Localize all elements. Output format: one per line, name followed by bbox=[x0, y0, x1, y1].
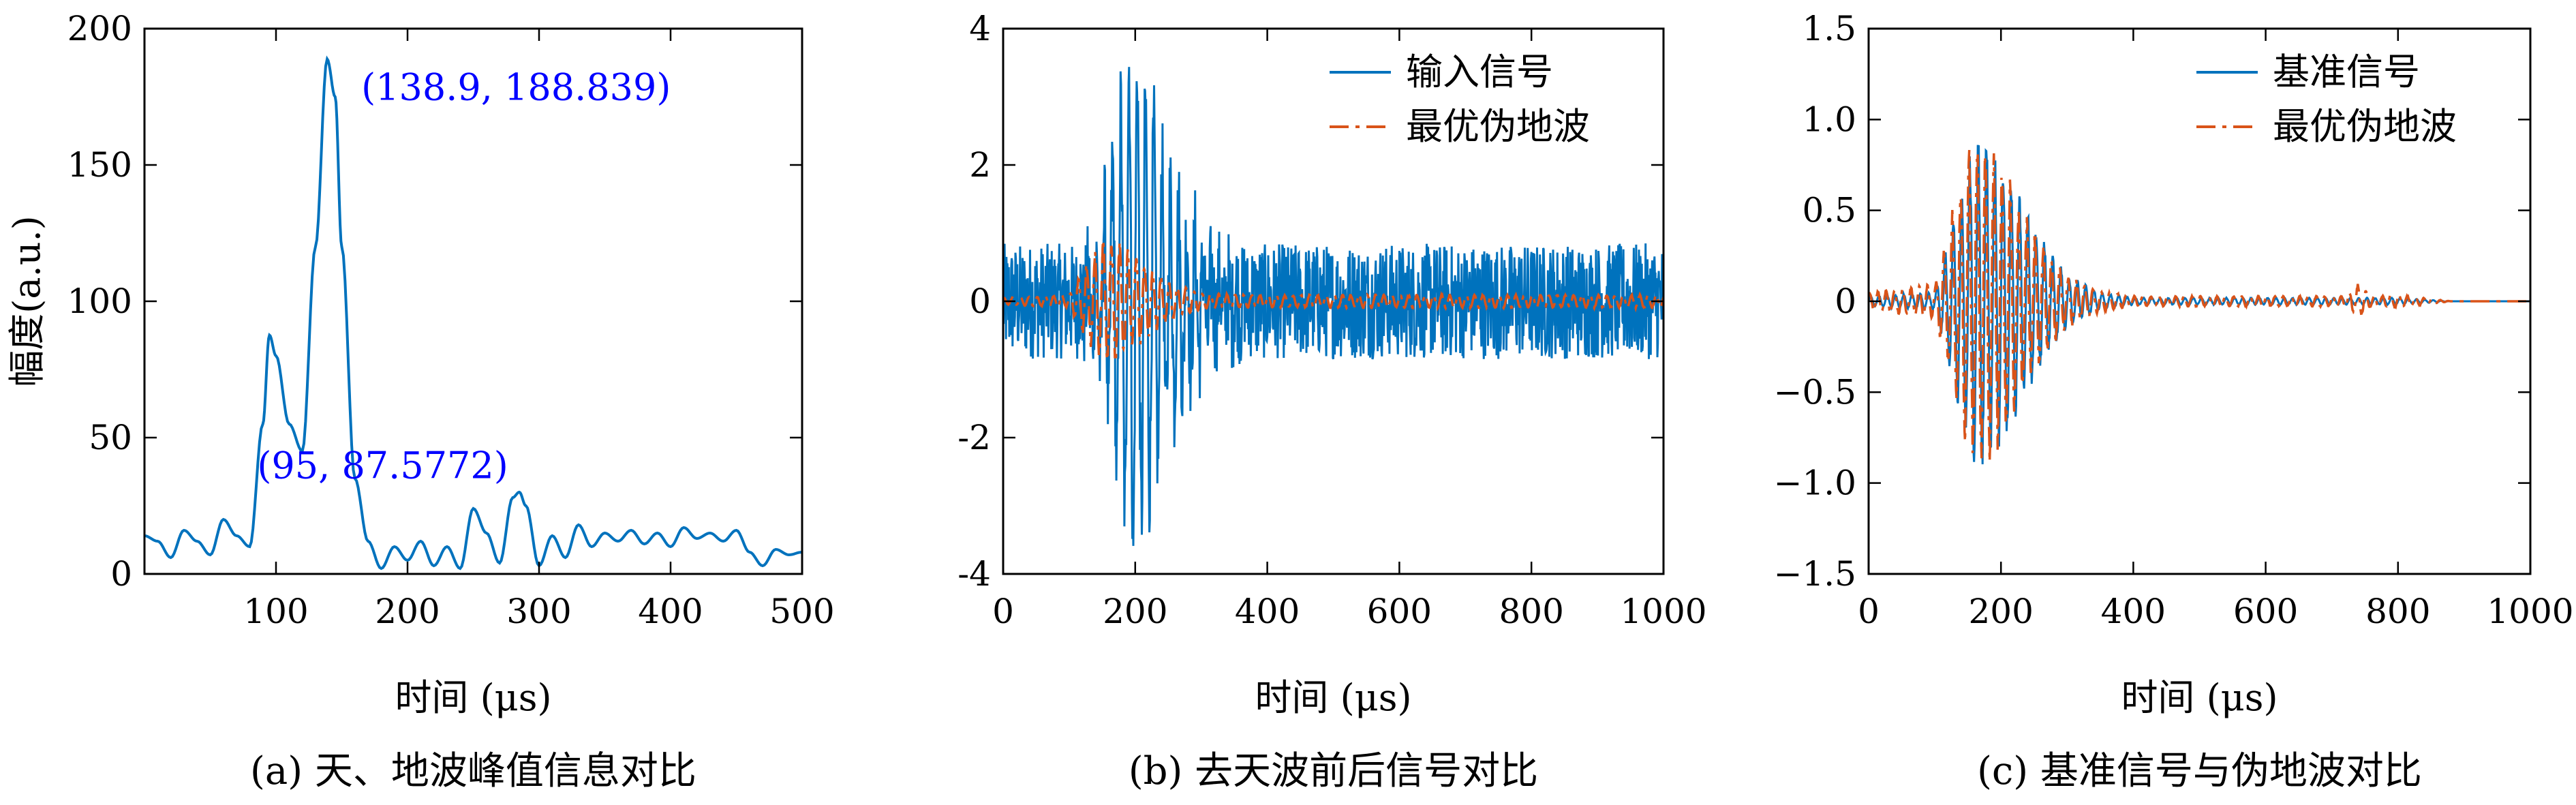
y-tick-label: 200 bbox=[67, 9, 132, 48]
x-tick-label: 0 bbox=[992, 592, 1014, 631]
series-line-1 bbox=[1003, 67, 1663, 546]
x-tick-label: 0 bbox=[1858, 592, 1880, 631]
x-tick-label: 200 bbox=[1968, 592, 2033, 631]
y-tick-label: −1.0 bbox=[1774, 464, 1856, 503]
x-tick-label: 1000 bbox=[2487, 592, 2573, 631]
x-tick-label: 800 bbox=[2365, 592, 2430, 631]
y-tick-label: 0 bbox=[110, 554, 132, 594]
x-tick-label: 400 bbox=[638, 592, 703, 631]
chart-panel-2: 0 200 400 600 800 1000 -4 -2 0 2 4 时间 (μs) (b) 去天波前后… bbox=[957, 9, 1706, 793]
series-line-2 bbox=[1003, 240, 1663, 362]
y-tick-label: 2 bbox=[969, 145, 991, 185]
x-tick-label: 500 bbox=[769, 592, 834, 631]
y-tick-label: 100 bbox=[67, 282, 132, 321]
chart-caption: (b) 去天波前后信号对比 bbox=[1129, 749, 1538, 793]
x-axis-label: 时间 (μs) bbox=[2121, 676, 2278, 719]
y-tick-label: −0.5 bbox=[1774, 372, 1856, 412]
x-axis-label: 时间 (μs) bbox=[395, 676, 551, 719]
peak-annotation: (138.9, 188.839) bbox=[361, 66, 671, 109]
x-tick-label: 200 bbox=[1103, 592, 1167, 631]
chart-panel-1: 100 200 300 400 500 0 50 100 150 200 时间 (μs) 幅度(a.u… bbox=[5, 9, 835, 793]
y-tick-label: 1.5 bbox=[1802, 9, 1856, 48]
y-tick-label: 0 bbox=[969, 282, 991, 321]
series-line-2 bbox=[1869, 150, 2530, 462]
y-tick-label: 0 bbox=[1835, 282, 1856, 321]
y-tick-label: -4 bbox=[957, 554, 991, 594]
plot-area bbox=[144, 55, 802, 571]
legend-label: 最优伪地波 bbox=[2273, 105, 2457, 148]
legend-label: 输入信号 bbox=[1406, 50, 1553, 93]
x-tick-label: 300 bbox=[506, 592, 571, 631]
y-tick-label: 150 bbox=[67, 145, 132, 185]
plot-area bbox=[1003, 67, 1663, 546]
axes-box bbox=[143, 27, 803, 575]
x-axis-label: 时间 (μs) bbox=[1255, 676, 1411, 719]
plot-area bbox=[1869, 145, 2530, 465]
x-tick-label: 600 bbox=[1367, 592, 1432, 631]
x-tick-label: 1000 bbox=[1620, 592, 1706, 631]
x-tick-label: 800 bbox=[1499, 592, 1563, 631]
chart-caption: (c) 基准信号与伪地波对比 bbox=[1977, 749, 2422, 793]
x-tick-label: 200 bbox=[375, 592, 440, 631]
y-tick-label: 1.0 bbox=[1802, 100, 1856, 139]
legend-label: 基准信号 bbox=[2273, 50, 2420, 93]
x-tick-label: 600 bbox=[2233, 592, 2298, 631]
chart-caption: (a) 天、地波峰值信息对比 bbox=[250, 749, 696, 793]
y-axis-label: 幅度(a.u.) bbox=[5, 215, 48, 386]
series-line-1 bbox=[144, 55, 802, 571]
x-tick-label: 400 bbox=[2101, 592, 2166, 631]
legend-label: 最优伪地波 bbox=[1406, 105, 1590, 148]
y-tick-label: 50 bbox=[89, 418, 132, 457]
y-tick-label: 0.5 bbox=[1802, 191, 1856, 230]
x-tick-label: 400 bbox=[1235, 592, 1300, 631]
chart-panel-3: 0 200 400 600 800 1000 −1.5 −1.0 −0.5 0 0.5 1.0 1.5 时… bbox=[1774, 9, 2574, 793]
peak-annotation: (95, 87.5772) bbox=[257, 444, 508, 487]
y-tick-label: −1.5 bbox=[1774, 554, 1856, 594]
x-tick-label: 100 bbox=[243, 592, 308, 631]
y-tick-label: 4 bbox=[969, 9, 991, 48]
y-tick-label: -2 bbox=[957, 418, 991, 457]
